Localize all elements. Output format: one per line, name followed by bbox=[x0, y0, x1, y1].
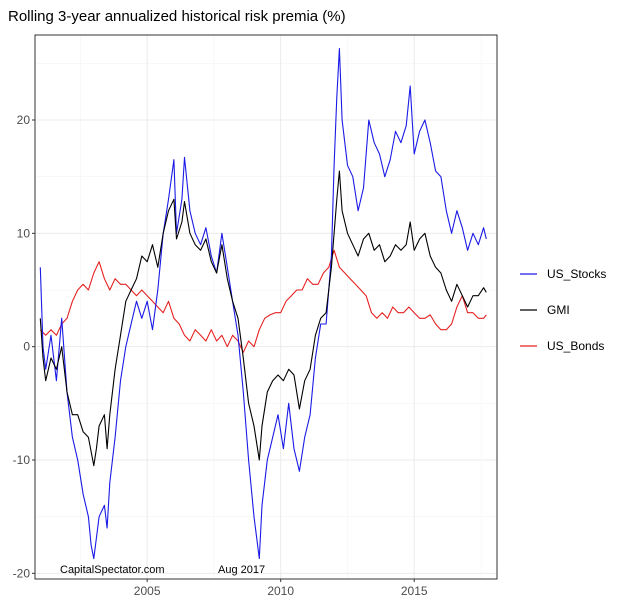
x-tick-label: 2005 bbox=[134, 584, 161, 598]
legend: US_Stocks GMI US_Bonds bbox=[520, 267, 606, 353]
chart-title: Rolling 3-year annualized historical ris… bbox=[8, 8, 346, 25]
source-annotation: CapitalSpectator.com bbox=[60, 564, 165, 576]
y-tick-label: -20 bbox=[13, 566, 31, 580]
y-tick-label: -10 bbox=[13, 453, 31, 467]
date-annotation: Aug 2017 bbox=[218, 564, 265, 576]
x-tick-label: 2010 bbox=[267, 584, 294, 598]
x-tick-label: 2015 bbox=[401, 584, 428, 598]
series-line-gmi bbox=[39, 170, 487, 467]
series-line-us-stocks bbox=[39, 48, 487, 560]
legend-label-us-bonds: US_Bonds bbox=[547, 339, 604, 353]
axes: -20 -10 0 10 20 2005 2010 2015 bbox=[13, 113, 428, 598]
gridlines bbox=[35, 35, 497, 579]
series-line-us-bonds bbox=[39, 249, 487, 353]
series-lines bbox=[39, 48, 487, 560]
y-tick-label: 10 bbox=[17, 226, 31, 240]
y-tick-label: 20 bbox=[17, 113, 31, 127]
plot-border bbox=[34, 34, 498, 580]
legend-label-gmi: GMI bbox=[547, 303, 570, 317]
plot-panel bbox=[35, 35, 497, 579]
y-tick-label: 0 bbox=[23, 340, 30, 354]
legend-label-us-stocks: US_Stocks bbox=[547, 267, 606, 281]
